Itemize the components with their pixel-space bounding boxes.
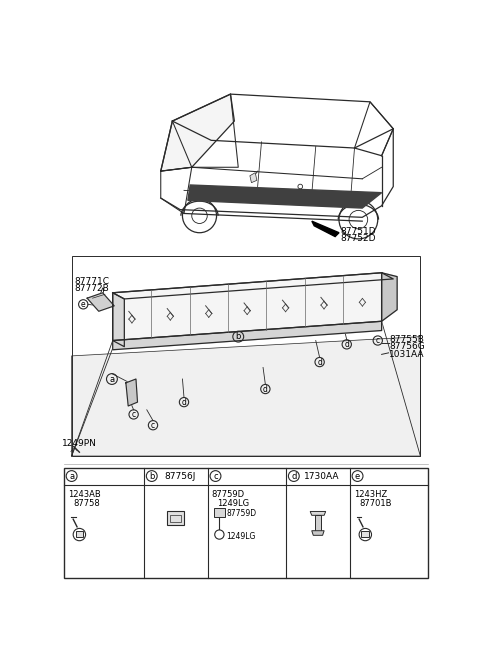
Bar (64, 468, 428, 578)
Polygon shape (382, 273, 397, 321)
Polygon shape (312, 221, 339, 237)
Text: d: d (181, 398, 186, 407)
Text: 1249LG: 1249LG (227, 532, 256, 541)
Text: 1243AB: 1243AB (68, 490, 100, 499)
Polygon shape (312, 531, 324, 535)
Text: 87755B: 87755B (389, 335, 424, 344)
Text: d: d (263, 384, 268, 394)
Text: 87756G: 87756G (389, 342, 425, 351)
Polygon shape (126, 379, 137, 406)
Text: a: a (69, 472, 74, 481)
Polygon shape (113, 293, 124, 346)
Polygon shape (188, 185, 382, 208)
Text: b: b (149, 472, 155, 481)
Text: c: c (213, 472, 218, 481)
Text: a: a (109, 375, 115, 384)
Text: 1249PN: 1249PN (61, 439, 96, 448)
Text: 1243HZ: 1243HZ (354, 490, 387, 499)
Text: 1031AA: 1031AA (389, 350, 425, 359)
Text: 87752D: 87752D (340, 234, 376, 243)
Polygon shape (161, 94, 234, 171)
Text: 87759D: 87759D (212, 490, 245, 499)
Text: 87756J: 87756J (164, 472, 195, 481)
Text: d: d (317, 358, 322, 367)
Polygon shape (72, 337, 420, 456)
Text: 1249LG: 1249LG (217, 499, 249, 508)
Bar (361, 531, 369, 537)
Bar (72, 256, 420, 456)
Polygon shape (250, 173, 257, 182)
Polygon shape (113, 321, 382, 350)
Text: d: d (344, 340, 349, 349)
Bar (170, 514, 180, 522)
Text: d: d (291, 472, 297, 481)
Text: 1730AA: 1730AA (304, 472, 339, 481)
Text: 87772B: 87772B (74, 284, 108, 293)
Polygon shape (310, 512, 326, 516)
Text: c: c (132, 410, 136, 419)
Polygon shape (113, 273, 382, 340)
Text: 87751D: 87751D (340, 227, 376, 236)
Polygon shape (87, 293, 114, 311)
Text: c: c (151, 420, 155, 430)
Text: e: e (81, 300, 85, 309)
Bar (75, 531, 83, 537)
Polygon shape (113, 273, 393, 299)
Bar (167, 512, 184, 525)
Text: 87758: 87758 (73, 499, 100, 508)
Text: e: e (355, 472, 360, 481)
Bar (214, 508, 225, 517)
Text: 87759D: 87759D (227, 509, 256, 518)
Text: 87771C: 87771C (74, 277, 109, 287)
Text: 87701B: 87701B (359, 499, 392, 508)
Text: b: b (236, 332, 241, 341)
Bar (315, 516, 321, 531)
Text: c: c (376, 336, 380, 345)
